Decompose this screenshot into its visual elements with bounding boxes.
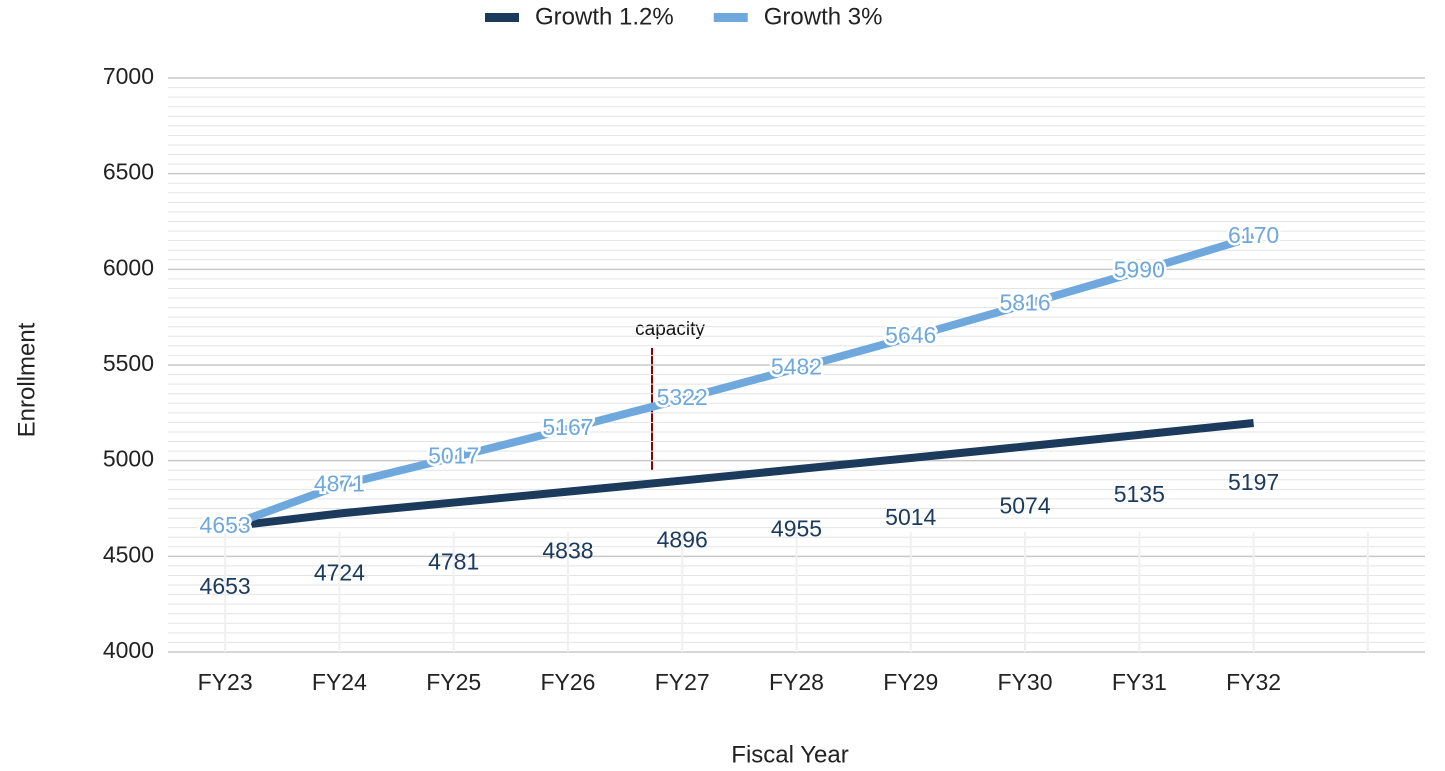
data-label: 5482 xyxy=(771,354,822,380)
x-tick-label: FY28 xyxy=(769,669,824,695)
series-line xyxy=(224,418,1255,532)
data-label: 6170 xyxy=(1228,222,1279,248)
data-label: 4955 xyxy=(771,515,822,541)
data-label: 5167 xyxy=(542,414,593,440)
data-label: 4871 xyxy=(314,470,365,496)
y-tick-label: 4500 xyxy=(103,541,154,567)
data-label: 5990 xyxy=(1114,256,1165,282)
legend-label: Growth 1.2% xyxy=(535,3,674,30)
data-label: 5135 xyxy=(1114,481,1165,507)
y-tick-label: 6000 xyxy=(103,254,154,280)
data-label: 4653 xyxy=(200,573,251,599)
x-tick-label: FY29 xyxy=(883,669,938,695)
data-label: 4724 xyxy=(314,560,365,586)
y-tick-label: 5500 xyxy=(103,350,154,376)
data-label: 5014 xyxy=(885,504,936,530)
series-line xyxy=(223,232,1255,531)
data-label: 5074 xyxy=(999,493,1050,519)
annotation: capacity xyxy=(635,319,705,340)
y-tick-label: 4000 xyxy=(103,637,154,663)
y-tick-label: 6500 xyxy=(103,159,154,185)
data-label: 5197 xyxy=(1228,469,1279,495)
x-tick-label: FY23 xyxy=(198,669,253,695)
data-label: 4896 xyxy=(657,527,708,553)
data-label: 5322 xyxy=(657,384,708,410)
legend-label: Growth 3% xyxy=(764,3,883,30)
data-label: 5646 xyxy=(885,322,936,348)
data-label: 4781 xyxy=(428,549,479,575)
x-tick-label: FY30 xyxy=(998,669,1053,695)
legend-swatch xyxy=(713,13,748,22)
data-label: 4653 xyxy=(200,512,251,538)
y-tick-label: 7000 xyxy=(103,63,154,89)
x-tick-label: FY26 xyxy=(540,669,595,695)
data-label: 5816 xyxy=(999,290,1050,316)
y-axis-title: Enrollment xyxy=(13,322,40,437)
x-tick-label: FY25 xyxy=(426,669,481,695)
data-label: 4838 xyxy=(542,538,593,564)
x-axis-title: Fiscal Year xyxy=(731,741,848,768)
x-tick-label: FY24 xyxy=(312,669,367,695)
x-tick-label: FY31 xyxy=(1112,669,1167,695)
x-tick-label: FY27 xyxy=(655,669,710,695)
x-tick-label: FY32 xyxy=(1226,669,1281,695)
y-tick-label: 5000 xyxy=(103,446,154,472)
data-label: 5017 xyxy=(428,442,479,468)
legend-swatch xyxy=(485,13,519,22)
